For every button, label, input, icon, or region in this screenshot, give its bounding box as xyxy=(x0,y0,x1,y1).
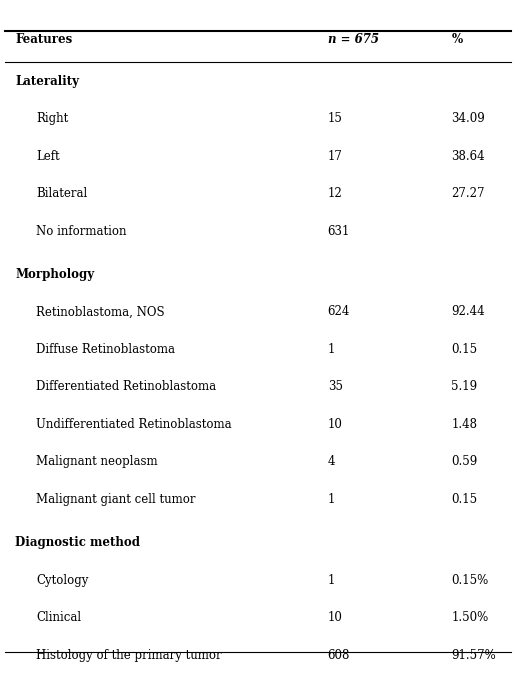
Text: 631: 631 xyxy=(328,225,350,238)
Text: No information: No information xyxy=(36,225,126,238)
Text: 1.50%: 1.50% xyxy=(452,611,489,624)
Text: Left: Left xyxy=(36,150,60,163)
Text: 12: 12 xyxy=(328,187,343,200)
Text: Morphology: Morphology xyxy=(15,268,94,281)
Text: 0.15%: 0.15% xyxy=(452,574,489,587)
Text: Histology of the primary tumor: Histology of the primary tumor xyxy=(36,649,222,662)
Text: 608: 608 xyxy=(328,649,350,662)
Text: Retinoblastoma, NOS: Retinoblastoma, NOS xyxy=(36,305,165,318)
Text: %: % xyxy=(452,33,463,46)
Text: 35: 35 xyxy=(328,380,343,393)
Text: Right: Right xyxy=(36,113,68,126)
Text: 91.57%: 91.57% xyxy=(452,649,496,662)
Text: Clinical: Clinical xyxy=(36,611,81,624)
Text: 34.09: 34.09 xyxy=(452,113,485,126)
Text: 1: 1 xyxy=(328,343,335,356)
Text: Differentiated Retinoblastoma: Differentiated Retinoblastoma xyxy=(36,380,216,393)
Text: n = 675: n = 675 xyxy=(328,33,379,46)
Text: 92.44: 92.44 xyxy=(452,305,485,318)
Text: 38.64: 38.64 xyxy=(452,150,485,163)
Text: 5.19: 5.19 xyxy=(452,380,478,393)
Text: Diagnostic method: Diagnostic method xyxy=(15,536,140,549)
Text: Laterality: Laterality xyxy=(15,75,79,88)
Text: Malignant neoplasm: Malignant neoplasm xyxy=(36,456,158,469)
Text: 27.27: 27.27 xyxy=(452,187,485,200)
Text: 15: 15 xyxy=(328,113,343,126)
Text: 0.15: 0.15 xyxy=(452,493,478,506)
Text: 0.15: 0.15 xyxy=(452,343,478,356)
Text: 1.48: 1.48 xyxy=(452,418,477,431)
Text: 10: 10 xyxy=(328,418,343,431)
Text: Features: Features xyxy=(15,33,73,46)
Text: Cytology: Cytology xyxy=(36,574,89,587)
Text: Undifferentiated Retinoblastoma: Undifferentiated Retinoblastoma xyxy=(36,418,232,431)
Text: 17: 17 xyxy=(328,150,343,163)
Text: 624: 624 xyxy=(328,305,350,318)
Text: Diffuse Retinoblastoma: Diffuse Retinoblastoma xyxy=(36,343,175,356)
Text: 10: 10 xyxy=(328,611,343,624)
Text: Bilateral: Bilateral xyxy=(36,187,87,200)
Text: 0.59: 0.59 xyxy=(452,456,478,469)
Text: 4: 4 xyxy=(328,456,335,469)
Text: Malignant giant cell tumor: Malignant giant cell tumor xyxy=(36,493,196,506)
Text: 1: 1 xyxy=(328,574,335,587)
Text: 1: 1 xyxy=(328,493,335,506)
